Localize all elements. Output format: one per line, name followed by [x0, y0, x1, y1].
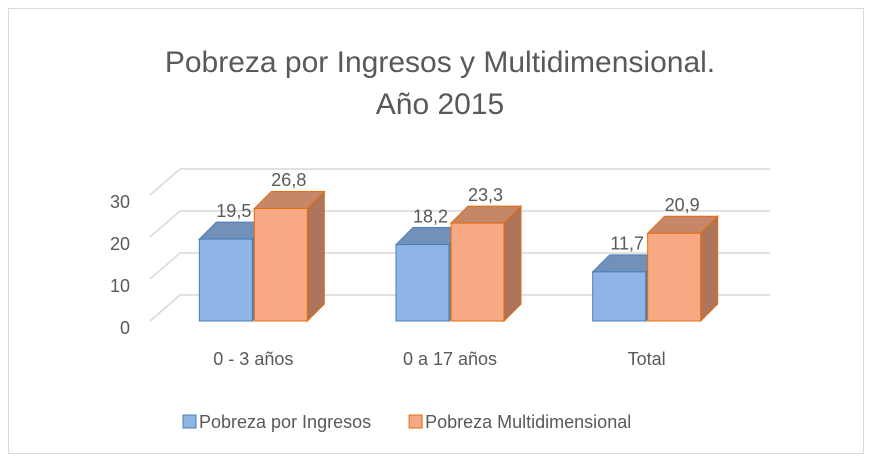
y-tick-label: 20 [110, 234, 130, 254]
bar [647, 232, 702, 322]
data-label: 23,3 [468, 185, 503, 205]
grid-line [149, 294, 770, 322]
bar [395, 244, 450, 322]
legend-swatch [408, 414, 423, 429]
bar [253, 207, 308, 322]
chart-title: Año 2015 [376, 88, 504, 121]
x-tick-label: 0 - 3 años [213, 349, 293, 369]
y-tick-label: 10 [110, 276, 130, 296]
data-label: 20,9 [665, 195, 700, 215]
bar-side [700, 215, 719, 323]
y-tick-label: 30 [110, 192, 130, 212]
data-label: 11,7 [610, 234, 644, 254]
grid-line [149, 252, 770, 280]
legend-swatch [182, 414, 197, 429]
grid-line [149, 210, 770, 238]
bar [592, 271, 647, 322]
y-tick-label: 0 [120, 318, 130, 338]
chart-title: Pobreza por Ingresos y Multidimensional. [165, 46, 715, 79]
grid-line [149, 168, 770, 196]
bar [198, 238, 253, 322]
x-tick-label: Total [628, 349, 666, 369]
bar [450, 222, 505, 322]
legend-label: Pobreza Multidimensional [425, 412, 631, 432]
x-tick-label: 0 a 17 años [403, 349, 497, 369]
legend-label: Pobreza por Ingresos [199, 412, 371, 432]
data-label: 19,5 [216, 201, 251, 221]
bar-side [306, 190, 325, 323]
bar-side [503, 204, 522, 323]
data-label: 26,8 [271, 170, 306, 190]
data-label: 18,2 [413, 206, 448, 226]
